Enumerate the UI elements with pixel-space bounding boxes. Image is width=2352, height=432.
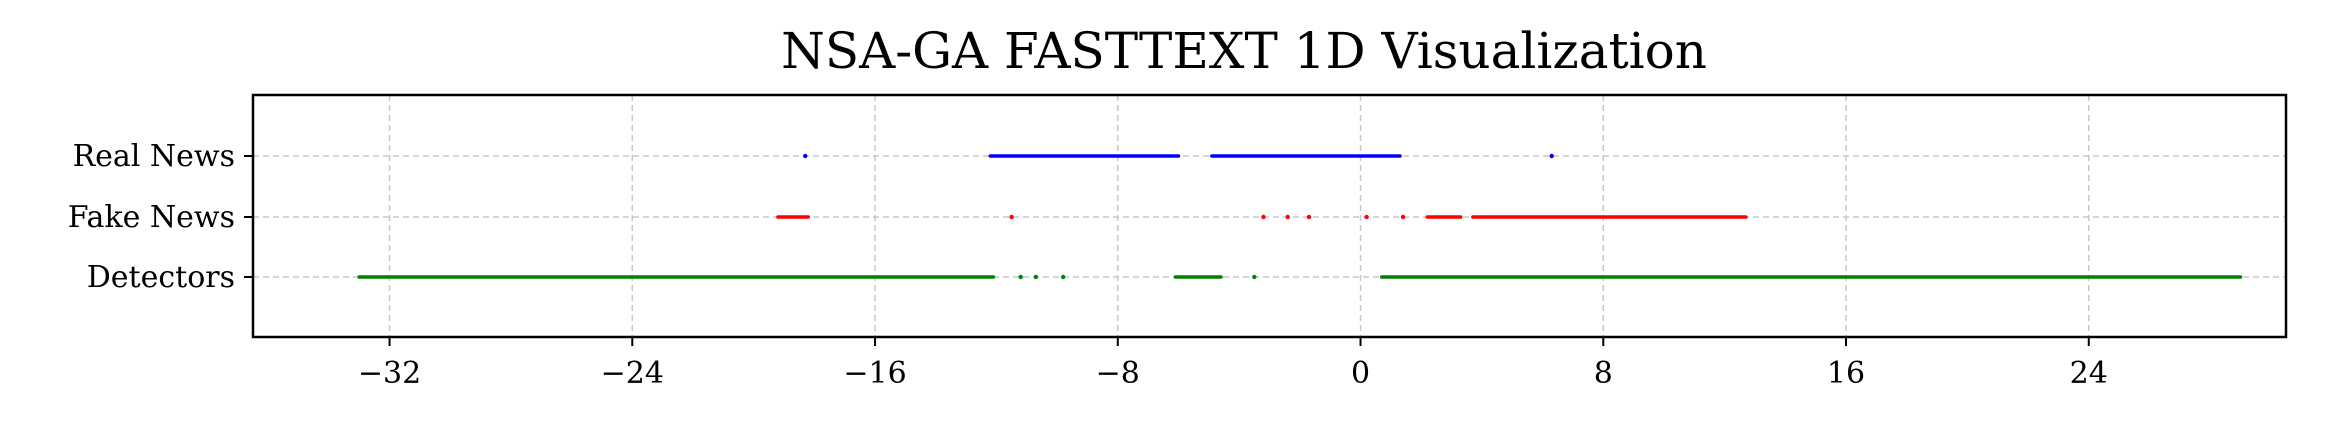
- series-fake-news: [776, 214, 1748, 220]
- data-layer: [357, 153, 2243, 280]
- x-tick-label: −8: [1096, 356, 1140, 391]
- data-point: [1549, 153, 1554, 159]
- x-tick-label: 8: [1594, 356, 1613, 391]
- data-point: [1400, 214, 1406, 220]
- x-tick-label: 16: [1827, 356, 1865, 391]
- data-point: [1285, 214, 1290, 220]
- data-point: [803, 153, 808, 159]
- data-point: [1060, 274, 1066, 280]
- series-real-news: [803, 153, 1554, 159]
- y-tick-label: Fake News: [68, 200, 235, 235]
- x-tick-label: −32: [358, 356, 421, 391]
- x-tick-label: −16: [843, 356, 906, 391]
- data-point: [1364, 214, 1369, 220]
- x-tick-label: 24: [2070, 356, 2108, 391]
- chart-title: NSA-GA FASTTEXT 1D Visualization: [781, 22, 1707, 80]
- x-tick-label: 0: [1351, 356, 1370, 391]
- data-point: [1261, 214, 1266, 220]
- data-point: [1018, 274, 1023, 280]
- x-tick-label: −24: [601, 356, 664, 391]
- y-tick-label: Real News: [73, 139, 235, 174]
- data-point: [1033, 274, 1039, 280]
- axis-layer: −32 −24 −16 −8 0 8 16 24 Real News Fake News Detec…: [68, 139, 2108, 391]
- y-tick-label: Detectors: [87, 260, 235, 295]
- data-point: [1009, 214, 1014, 220]
- data-point: [1252, 274, 1257, 280]
- data-point: [1306, 214, 1312, 220]
- series-detectors: [357, 274, 2243, 280]
